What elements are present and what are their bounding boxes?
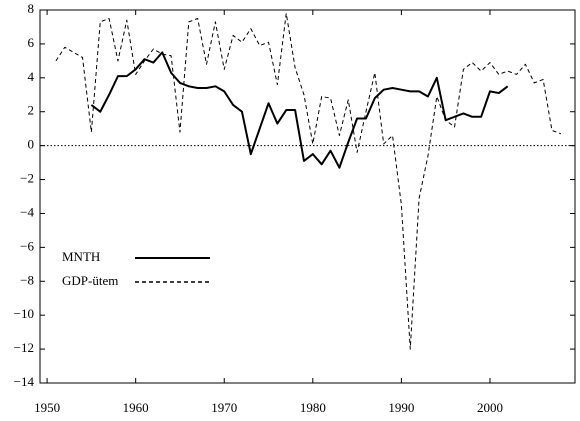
y-tick-label: −12: [14, 340, 34, 355]
x-tick-label: 2000: [477, 400, 503, 415]
y-tick-label: 4: [28, 69, 35, 84]
legend-label: GDP-ütem: [62, 273, 118, 288]
x-tick-label: 1960: [123, 400, 149, 415]
x-tick-label: 1970: [211, 400, 237, 415]
y-tick-label: 6: [28, 35, 35, 50]
y-tick-label: 8: [28, 1, 35, 16]
y-tick-label: −6: [20, 238, 34, 253]
y-tick-label: −2: [20, 171, 34, 186]
y-tick-label: −14: [14, 374, 35, 389]
series-line: [90, 51, 509, 169]
plot-frame: [39, 9, 576, 384]
x-tick-label: 1980: [300, 400, 326, 415]
y-tick-label: −8: [20, 272, 34, 287]
x-tick-label: 1990: [388, 400, 414, 415]
y-tick-label: 0: [28, 137, 35, 152]
y-tick-label: −4: [20, 204, 34, 219]
legend-label: MNTH: [62, 249, 100, 264]
series-line: [55, 12, 562, 350]
y-tick-label: 2: [28, 103, 35, 118]
y-tick-label: −10: [14, 306, 34, 321]
x-tick-label: 1950: [34, 400, 60, 415]
